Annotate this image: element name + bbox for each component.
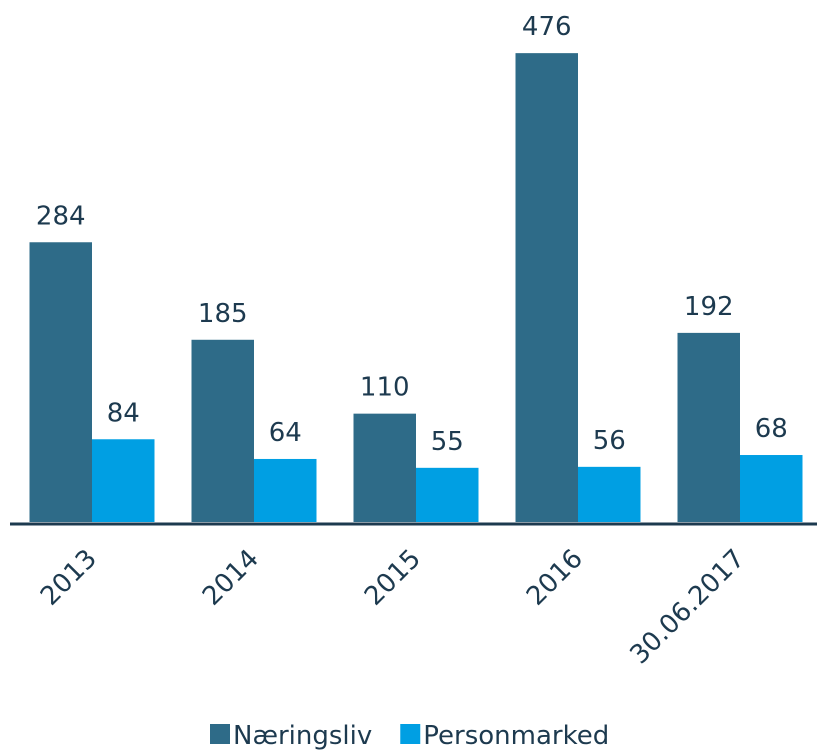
value-label: 185 (198, 299, 248, 329)
value-label: 192 (684, 292, 734, 322)
bar (416, 467, 479, 522)
value-label: 84 (107, 398, 140, 428)
bar (578, 466, 641, 522)
legend: Næringsliv Personmarked (210, 721, 609, 750)
legend-swatch (400, 724, 421, 744)
value-label: 55 (431, 427, 464, 457)
x-tick-label: 30.06.2017 (624, 544, 750, 670)
value-label: 110 (360, 373, 410, 403)
bar (515, 53, 578, 522)
value-label: 56 (593, 426, 626, 456)
x-tick-label: 2013 (35, 544, 103, 612)
bar (677, 332, 740, 522)
x-tick-label: 2015 (359, 544, 427, 612)
value-label: 284 (36, 201, 86, 231)
bar (353, 413, 416, 522)
bar (29, 242, 92, 522)
legend-label: Næringsliv (233, 721, 372, 750)
value-label: 476 (522, 12, 572, 42)
bar (740, 455, 803, 522)
value-label: 64 (269, 418, 302, 448)
bar (254, 458, 317, 522)
bar (191, 339, 254, 522)
value-label: 68 (755, 414, 788, 444)
legend-swatch (210, 724, 230, 744)
x-tick-label: 2016 (521, 544, 589, 612)
bar (92, 439, 155, 522)
legend-label: Personmarked (423, 721, 609, 750)
x-tick-label: 2014 (197, 544, 265, 612)
